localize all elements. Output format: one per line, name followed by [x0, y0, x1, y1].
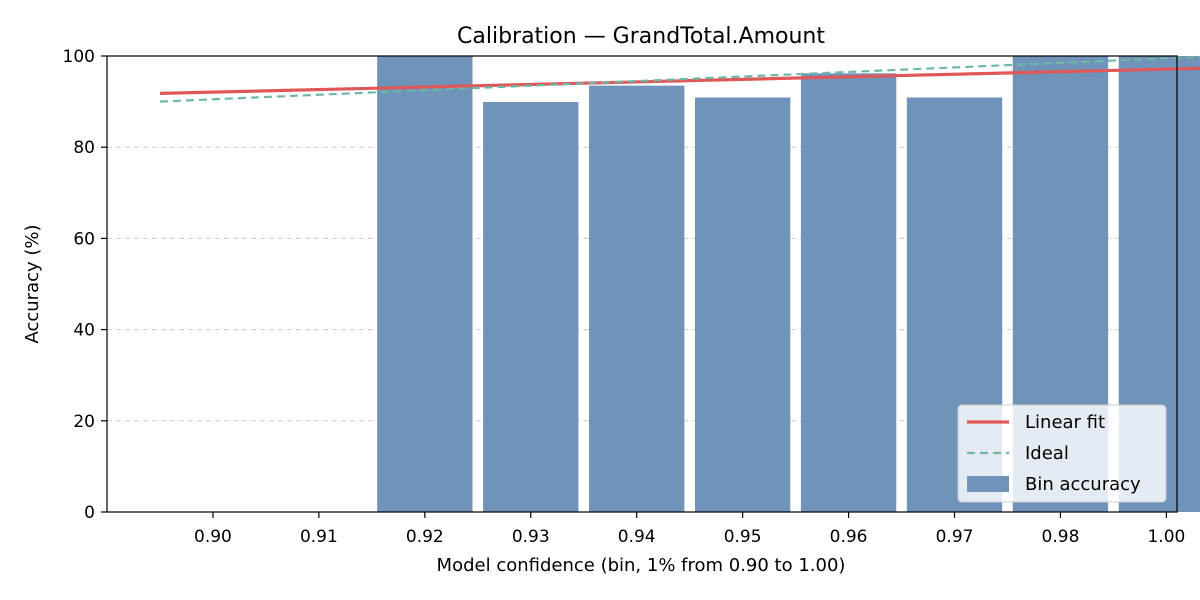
x-tick-label: 0.95	[724, 527, 762, 547]
line-series	[159, 55, 1200, 103]
y-tick-label: 80	[73, 138, 95, 158]
y-tick-label: 20	[73, 412, 95, 432]
bar	[377, 56, 473, 512]
x-tick-label: 1.00	[1147, 527, 1185, 547]
x-tick-label: 0.93	[512, 527, 550, 547]
chart-title: Calibration — GrandTotal.Amount	[457, 24, 825, 49]
x-tick-label: 0.96	[830, 527, 868, 547]
x-tick-label: 0.90	[194, 527, 232, 547]
x-tick-label: 0.97	[936, 527, 974, 547]
y-tick-label: 40	[73, 321, 95, 341]
legend-label: Linear fit	[1025, 412, 1105, 433]
bar	[589, 85, 685, 512]
plot-frame	[106, 55, 1178, 513]
legend-label: Bin accuracy	[1025, 474, 1141, 495]
fit-line	[159, 66, 1200, 95]
bar	[483, 102, 579, 512]
y-tick-label: 100	[63, 47, 95, 67]
y-axis-title: Accuracy (%)	[22, 224, 43, 343]
bar	[800, 73, 897, 512]
legend-box	[957, 404, 1167, 503]
x-axis: 0.90 0.91 0.92 0.93 0.94 0.95 0.96 0.97 0.98 1.00	[194, 512, 1185, 547]
x-axis-title: Model confidence (bin, 1% from 0.90 to 1…	[437, 555, 846, 576]
x-tick-label: 0.94	[618, 527, 656, 547]
y-axis: 0 20 40 60 80 100	[63, 47, 107, 523]
x-tick-label: 0.92	[406, 527, 444, 547]
x-tick-label: 0.98	[1042, 527, 1080, 547]
x-tick-label: 0.91	[300, 527, 338, 547]
ideal-line	[159, 55, 1200, 103]
y-tick-label: 0	[84, 503, 95, 523]
bar	[694, 97, 791, 512]
legend-swatch	[967, 476, 1009, 492]
legend-label: Ideal	[1025, 443, 1069, 464]
y-tick-label: 60	[73, 229, 95, 249]
legend: Linear fit Ideal Bin accuracy	[957, 404, 1167, 503]
